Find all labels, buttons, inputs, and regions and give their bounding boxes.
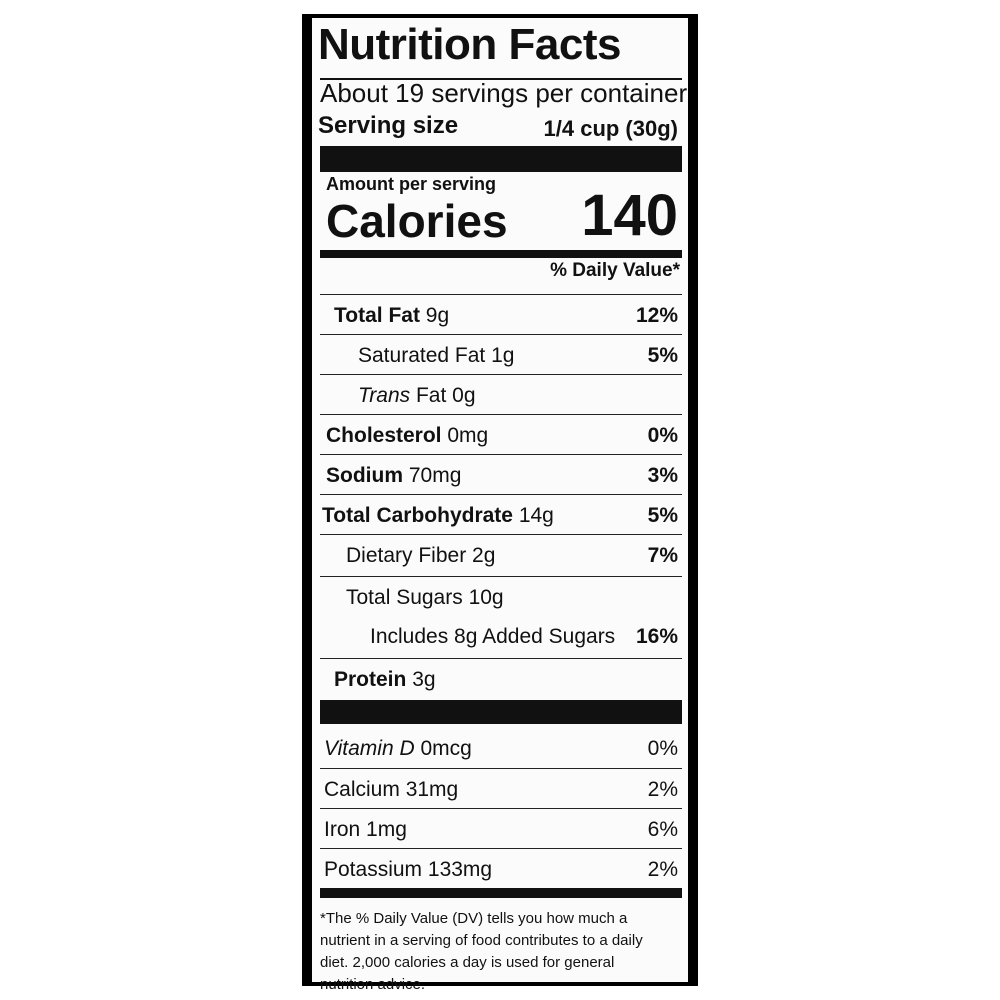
title: Nutrition Facts	[318, 20, 621, 69]
vitamin-row: Potassium 133mg 2%	[320, 848, 682, 889]
nutrient-label: Saturated Fat 1g	[358, 344, 514, 368]
vitamin-row: Vitamin D 0mcg 0%	[320, 728, 682, 768]
serving-size-value: 1/4 cup (30g)	[543, 116, 678, 141]
nutrient-row: Sodium 70mg 3%	[320, 454, 682, 495]
nutrient-name: Total Sugars	[346, 586, 463, 609]
nutrient-label: Protein 3g	[334, 668, 436, 692]
nutrient-row: Total Carbohydrate 14g 5%	[320, 494, 682, 535]
nutrient-label: Cholesterol 0mg	[326, 424, 488, 448]
vitamin-dv: 2%	[647, 778, 678, 801]
medium-rule	[320, 888, 682, 898]
vitamin-dv: 0%	[647, 737, 678, 760]
thick-rule	[320, 146, 682, 172]
dv-header: % Daily Value*	[550, 260, 680, 281]
vitamin-dv: 6%	[647, 818, 678, 841]
nutrient-amount: 70mg	[408, 464, 462, 487]
nutrient-amount: 10g	[468, 586, 504, 609]
vitamin-amount: 133mg	[427, 858, 493, 881]
nutrient-amount: 3g	[412, 668, 436, 691]
nutrient-dv: 3%	[647, 464, 678, 487]
thick-rule	[320, 700, 682, 724]
vitamin-name: Potassium	[324, 858, 423, 881]
nutrient-name: Protein	[334, 668, 407, 691]
nutrient-amount: 0g	[452, 384, 476, 407]
servings: About 19 servings per container	[320, 78, 688, 108]
nutrient-amount: 14g	[518, 504, 554, 527]
vitamin-row: Calcium 31mg 2%	[320, 768, 682, 809]
nutrient-row: Saturated Fat 1g 5%	[320, 334, 682, 375]
nutrient-row: Total Sugars 10g	[320, 576, 682, 617]
vitamin-dv: 2%	[647, 858, 678, 881]
nutrient-label: Includes 8g Added Sugars	[370, 625, 615, 649]
nutrient-dv: 5%	[647, 344, 678, 367]
nutrient-name-italic: Trans	[358, 384, 411, 407]
nutrient-row: Trans Fat 0g	[320, 374, 682, 415]
vitamin-label: Vitamin D 0mcg	[324, 737, 472, 761]
vitamin-amount: 31mg	[405, 778, 459, 801]
nutrient-name: Total Carbohydrate	[322, 504, 513, 527]
nutrient-label: Total Carbohydrate 14g	[322, 504, 554, 528]
vitamin-label: Potassium 133mg	[324, 858, 492, 882]
nutrient-row: Total Fat 9g 12%	[320, 294, 682, 335]
vitamin-amount: 1mg	[366, 818, 407, 841]
amount-per-serving: Amount per serving	[326, 174, 497, 194]
nutrient-amount: 0mg	[447, 424, 489, 447]
vitamin-label: Calcium 31mg	[324, 778, 458, 802]
nutrition-label: Nutrition Facts About 19 servings per co…	[312, 18, 688, 993]
nutrient-amount: 2g	[472, 544, 496, 567]
footnote: *The % Daily Value (DV) tells you how mu…	[320, 910, 643, 993]
nutrient-label: Dietary Fiber 2g	[346, 544, 495, 568]
nutrient-name: Includes 8g Added Sugars	[370, 625, 616, 648]
nutrient-name: Saturated Fat	[358, 344, 486, 367]
serving-size-label: Serving size	[318, 112, 459, 139]
nutrient-dv: 5%	[647, 504, 678, 527]
vitamin-amount: 0mcg	[420, 737, 472, 760]
medium-rule	[320, 250, 682, 258]
calories-value: 140	[581, 183, 678, 248]
nutrient-label: Total Sugars 10g	[346, 586, 504, 610]
nutrient-name: Fat	[415, 384, 447, 407]
vitamin-name: Iron	[324, 818, 361, 841]
calories-label: Calories	[326, 195, 508, 247]
nutrient-label: Sodium 70mg	[326, 464, 461, 488]
nutrient-row: Protein 3g	[320, 658, 682, 699]
nutrient-dv: 12%	[635, 304, 678, 327]
nutrient-dv: 7%	[647, 544, 678, 567]
nutrient-name: Cholesterol	[326, 424, 442, 447]
nutrient-row: Cholesterol 0mg 0%	[320, 414, 682, 455]
vitamin-name: Calcium	[324, 778, 400, 801]
nutrient-name: Sodium	[326, 464, 403, 487]
vitamin-label: Iron 1mg	[324, 818, 407, 842]
nutrient-dv: 0%	[647, 424, 678, 447]
nutrient-amount: 9g	[425, 304, 450, 327]
nutrient-label: Trans Fat 0g	[358, 384, 476, 408]
rule	[320, 78, 682, 80]
vitamin-row: Iron 1mg 6%	[320, 808, 682, 849]
vitamin-name: Vitamin D	[324, 737, 415, 760]
nutrient-dv: 16%	[635, 625, 678, 648]
nutrient-amount: 1g	[491, 344, 515, 367]
nutrient-row: Dietary Fiber 2g 7%	[320, 534, 682, 575]
nutrient-label: Total Fat 9g	[334, 304, 449, 328]
nutrient-name: Total Fat	[334, 304, 420, 327]
nutrient-row: Includes 8g Added Sugars 16%	[320, 616, 682, 656]
nutrient-name: Dietary Fiber	[346, 544, 467, 567]
